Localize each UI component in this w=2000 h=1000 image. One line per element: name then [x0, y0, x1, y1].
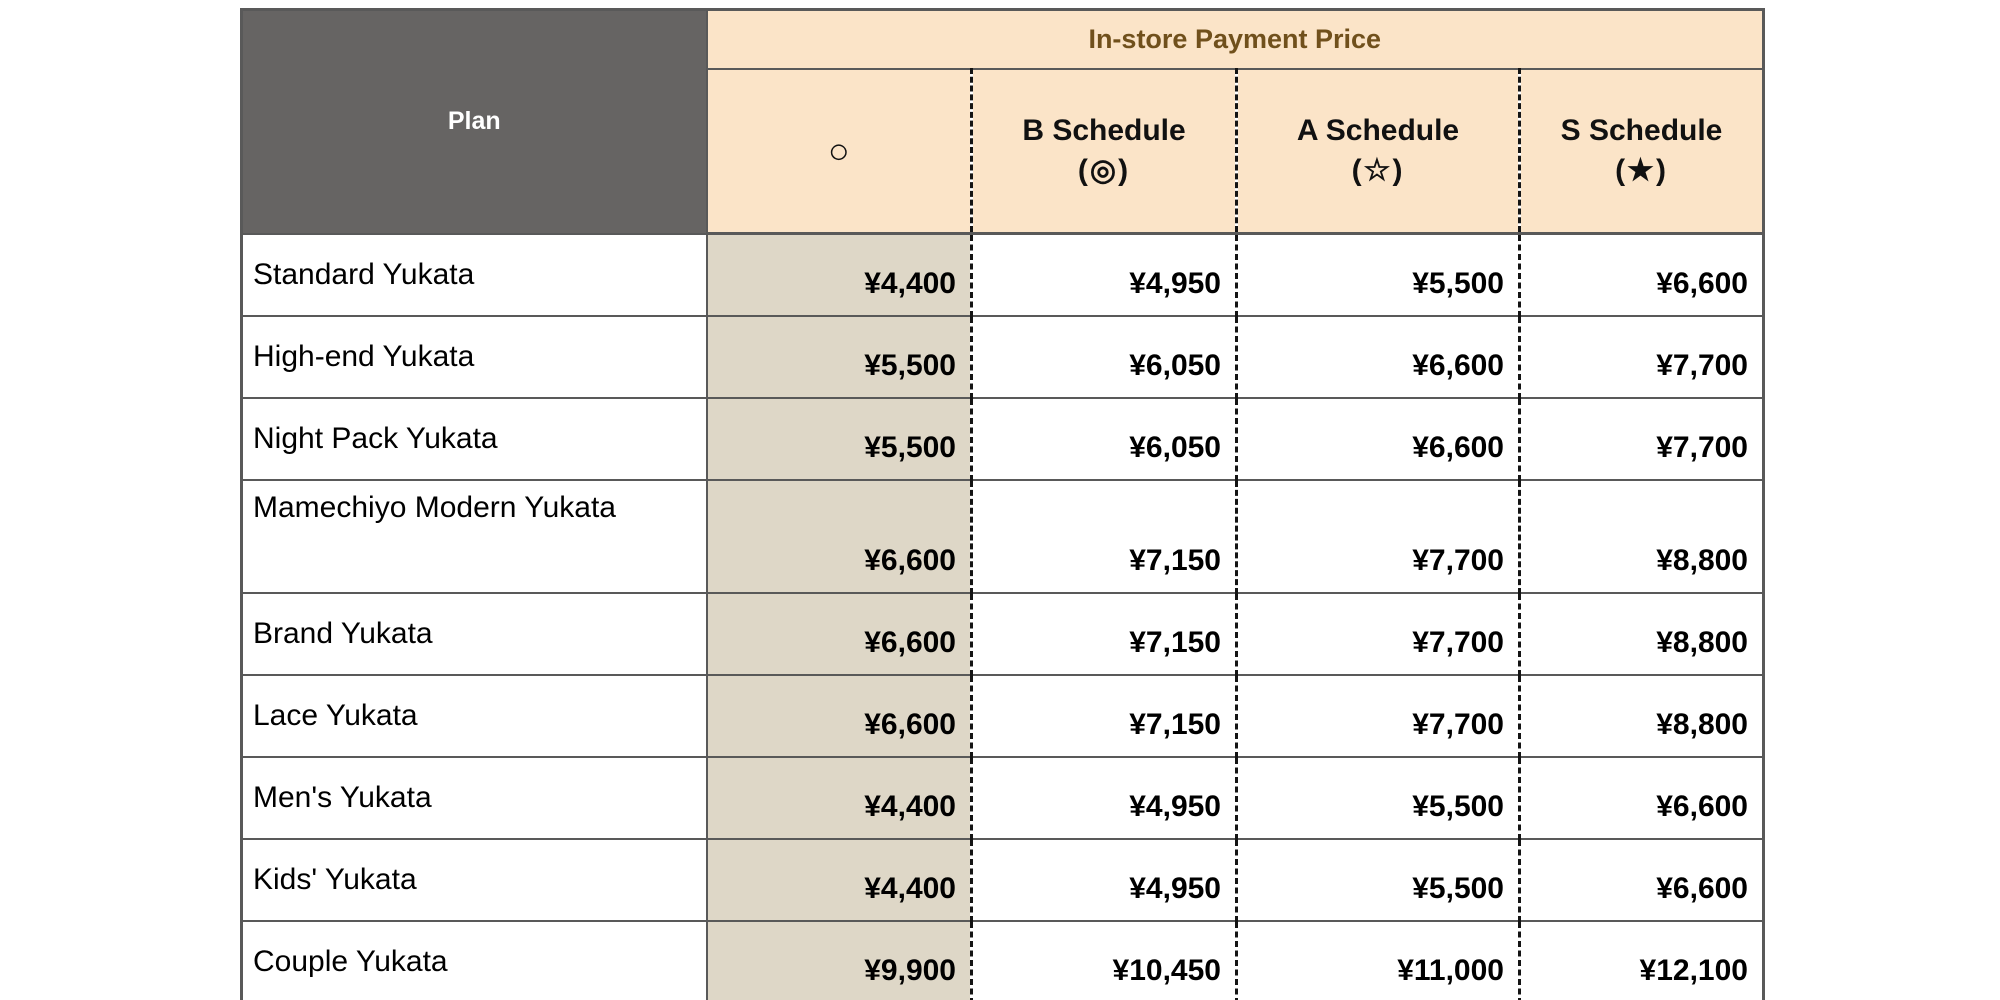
plan-name-cell: Mamechiyo Modern Yukata: [241, 479, 708, 594]
price-cell: ¥5,500: [706, 397, 972, 481]
price-cell: ¥6,050: [970, 397, 1237, 481]
price-cell: ¥6,600: [706, 592, 972, 676]
price-cell: ¥8,800: [1518, 592, 1764, 676]
pricing-table: Plan In-store Payment Price ○ B Schedule (…: [240, 8, 1765, 1000]
price-cell: ¥10,450: [970, 920, 1237, 1000]
price-cell: ¥7,150: [970, 592, 1237, 676]
table-row: Kids' Yukata ¥4,400 ¥4,950 ¥5,500 ¥6,600: [241, 838, 1764, 922]
plan-name-cell: Kids' Yukata: [241, 838, 708, 922]
schedule-symbol: (◎): [1077, 154, 1131, 187]
table-row: Night Pack Yukata ¥5,500 ¥6,050 ¥6,600 ¥7,70…: [241, 397, 1764, 481]
price-cell: ¥4,400: [706, 232, 972, 317]
group-header: In-store Payment Price: [706, 8, 1764, 70]
price-cell: ¥7,700: [1235, 592, 1520, 676]
price-cell: ¥6,600: [1518, 232, 1764, 317]
plan-name-cell: High-end Yukata: [241, 315, 708, 399]
schedule-label: B Schedule: [1022, 113, 1186, 147]
table-row: Couple Yukata ¥9,900 ¥10,450 ¥11,000 ¥12,100: [241, 920, 1764, 1000]
price-cell: ¥4,950: [970, 756, 1237, 840]
price-cell: ¥7,700: [1235, 674, 1520, 758]
schedule-header-row: ○ B Schedule (◎) A Schedule (☆) S Schedule (★): [242, 68, 1764, 235]
price-cell: ¥6,600: [706, 479, 972, 594]
price-cell: ¥6,600: [1518, 838, 1764, 922]
price-cell: ¥7,700: [1518, 315, 1764, 399]
price-cell: ¥5,500: [1235, 232, 1520, 317]
price-cell: ¥7,700: [1235, 479, 1520, 594]
price-cell: ¥5,500: [706, 315, 972, 399]
plan-name-cell: Night Pack Yukata: [241, 397, 708, 481]
table-row: Standard Yukata ¥4,400 ¥4,950 ¥5,500 ¥6,600: [241, 232, 1764, 317]
price-cell: ¥7,150: [970, 479, 1237, 594]
table-row: Lace Yukata ¥6,600 ¥7,150 ¥7,700 ¥8,800: [241, 674, 1764, 758]
schedule-label: A Schedule: [1296, 113, 1460, 147]
schedule-column-header: A Schedule (☆): [1235, 68, 1520, 235]
plan-name-cell: Men's Yukata: [241, 756, 708, 840]
schedule-column-header: B Schedule (◎): [970, 68, 1237, 235]
price-cell: ¥7,700: [1518, 397, 1764, 481]
group-header-row: Plan In-store Payment Price: [241, 8, 1764, 235]
price-cell: ¥6,600: [1235, 397, 1520, 481]
price-cell: ¥6,050: [970, 315, 1237, 399]
table-row: High-end Yukata ¥5,500 ¥6,050 ¥6,600 ¥7,700: [241, 315, 1764, 399]
schedule-symbol: (★): [1615, 154, 1668, 187]
price-cell: ¥5,500: [1235, 756, 1520, 840]
price-cell: ¥11,000: [1235, 920, 1520, 1000]
price-cell: ¥12,100: [1518, 920, 1764, 1000]
table-row: Men's Yukata ¥4,400 ¥4,950 ¥5,500 ¥6,600: [241, 756, 1764, 840]
price-cell: ¥8,800: [1518, 479, 1764, 594]
price-cell: ¥7,150: [970, 674, 1237, 758]
plan-name-cell: Lace Yukata: [241, 674, 708, 758]
plan-name-cell: Brand Yukata: [241, 592, 708, 676]
schedule-label: S Schedule: [1560, 113, 1723, 147]
plan-name-cell: Standard Yukata: [241, 232, 708, 317]
price-cell: ¥5,500: [1235, 838, 1520, 922]
price-cell: ¥6,600: [706, 674, 972, 758]
table-row: Brand Yukata ¥6,600 ¥7,150 ¥7,700 ¥8,800: [241, 592, 1764, 676]
plan-column-header: Plan: [241, 8, 708, 235]
schedule-column-header: ○: [706, 68, 972, 235]
table-row: Mamechiyo Modern Yukata ¥6,600 ¥7,150 ¥7,70…: [241, 479, 1764, 594]
price-cell: ¥4,400: [706, 838, 972, 922]
schedule-symbol: (☆): [1351, 154, 1405, 187]
price-cell: ¥9,900: [706, 920, 972, 1000]
price-cell: ¥4,400: [706, 756, 972, 840]
plan-name-cell: Couple Yukata: [241, 920, 708, 1000]
schedule-column-header: S Schedule (★): [1518, 68, 1764, 235]
price-cell: ¥4,950: [970, 232, 1237, 317]
price-cell: ¥8,800: [1518, 674, 1764, 758]
price-cell: ¥6,600: [1518, 756, 1764, 840]
price-cell: ¥4,950: [970, 838, 1237, 922]
circle-symbol: ○: [827, 130, 850, 171]
price-cell: ¥6,600: [1235, 315, 1520, 399]
